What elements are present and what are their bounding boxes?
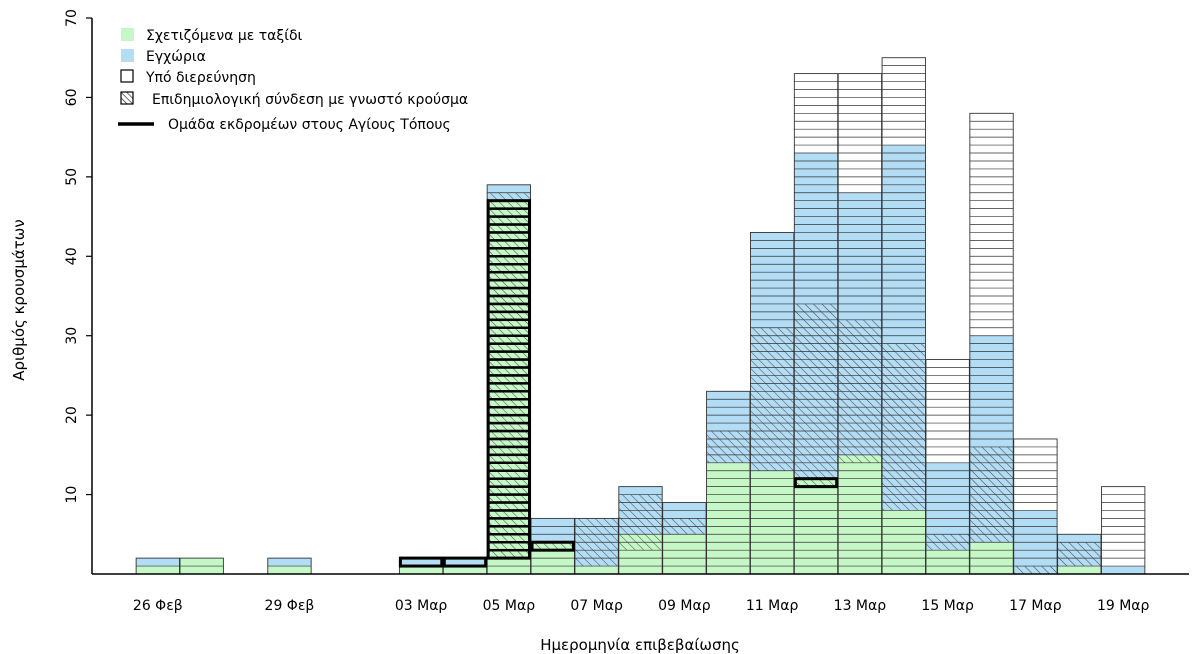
bar-segment-travel xyxy=(794,486,838,574)
bar-hatch-local-link xyxy=(1013,566,1058,574)
y-tick-label: 70 xyxy=(64,9,80,27)
bar-segment-travel xyxy=(1057,566,1101,574)
bar-segment-investigation xyxy=(838,73,882,193)
bar-segment-travel xyxy=(399,566,443,574)
x-axis-label: Ημερομηνία επιβεβαίωσης xyxy=(540,636,740,654)
bar-segment-local xyxy=(399,558,443,567)
y-tick-label: 40 xyxy=(64,247,80,265)
pilgrim-group-outline xyxy=(486,199,532,560)
bar-hatch-local-link xyxy=(618,494,663,535)
x-tick-label: 11 Μαρ xyxy=(746,598,799,614)
bar-segment-travel xyxy=(267,566,312,574)
bar-segment-travel xyxy=(136,566,180,574)
legend-swatch-epi-link xyxy=(120,91,134,105)
bar-segment-travel xyxy=(574,566,619,574)
bar-segment-local xyxy=(531,518,575,543)
bar-segment-local xyxy=(618,486,663,495)
bar-hatch-travel-link xyxy=(794,478,838,487)
y-tick-label: 20 xyxy=(64,406,80,424)
y-tick-label: 30 xyxy=(64,327,80,345)
y-tick-label: 60 xyxy=(64,89,80,107)
bar-segment-local xyxy=(136,558,180,567)
legend-label-travel: Σχετιζόμενα με ταξίδι xyxy=(146,28,303,44)
bars-layer xyxy=(135,57,1146,575)
bar-segment-travel xyxy=(925,550,970,574)
x-tick-label: 19 Μαρ xyxy=(1097,598,1150,614)
bar-segment-travel xyxy=(618,550,663,574)
bar-segment-local xyxy=(1101,566,1145,574)
legend-label-pilgrim-group: Ομάδα εκδρομέων στους Αγίους Τόπους xyxy=(168,117,451,133)
bar-segment-travel xyxy=(531,550,575,574)
x-ticks: 26 Φεβ 29 Φεβ 03 Μαρ 05 Μαρ 07 Μαρ 09 Μαρ 11 Μ… xyxy=(133,598,1150,614)
x-tick-label: 13 Μαρ xyxy=(834,598,887,614)
x-tick-label: 15 Μαρ xyxy=(921,598,974,614)
bar-hatch-local-link xyxy=(1057,542,1101,567)
bar-segment-local xyxy=(267,558,312,567)
bar-segment-local xyxy=(1013,510,1058,567)
bar-hatch-travel-link xyxy=(531,542,575,551)
bar-segment-travel xyxy=(662,534,707,574)
x-tick-label: 03 Μαρ xyxy=(395,598,448,614)
pilgrim-group-outline xyxy=(398,556,444,568)
y-tick-label: 10 xyxy=(64,486,80,504)
y-tick-label: 50 xyxy=(64,168,80,186)
legend-label-under-investigation: Υπό διερεύνηση xyxy=(145,70,256,86)
bar-segment-local xyxy=(1057,534,1101,543)
legend: Σχετιζόμενα με ταξίδι Εγχώρια Υπό διερεύ… xyxy=(118,28,468,133)
legend-swatch-travel xyxy=(121,28,134,41)
legend-label-local: Εγχώρια xyxy=(146,49,206,65)
bar-hatch-local-link xyxy=(487,192,531,201)
bar-hatch-local-link xyxy=(838,319,882,455)
bar-segment-local xyxy=(882,145,926,344)
pilgrim-group-outline xyxy=(530,540,575,552)
x-tick-label: 07 Μαρ xyxy=(570,598,623,614)
bar-hatch-travel-link xyxy=(838,454,882,463)
x-tick-label: 26 Φεβ xyxy=(133,598,183,614)
bar-segment-local xyxy=(925,462,970,535)
bar-segment-travel xyxy=(443,566,487,574)
pilgrim-group-outline xyxy=(793,477,839,489)
axes: 10 20 30 40 50 60 70 26 Φεβ 29 Φεβ 03 Μαρ 05 Μαρ 0… xyxy=(10,9,1189,654)
y-ticks: 10 20 30 40 50 60 70 xyxy=(64,9,92,503)
bar-hatch-travel-link xyxy=(487,200,531,559)
y-axis-label: Αριθμός κρουσμάτων xyxy=(10,219,28,380)
bar-segment-local xyxy=(487,184,531,193)
bar-hatch-local-link xyxy=(882,343,926,511)
legend-label-epi-link: Επιδημιολογική σύνδεση με γνωστό κρούσμα xyxy=(152,92,468,108)
x-tick-label: 29 Φεβ xyxy=(265,598,315,614)
bar-segment-investigation xyxy=(925,359,970,463)
bar-segment-local xyxy=(443,558,487,567)
bar-segment-travel xyxy=(750,470,794,574)
bar-segment-investigation xyxy=(882,57,926,146)
bar-segment-local xyxy=(794,153,838,304)
x-tick-label: 17 Μαρ xyxy=(1009,598,1062,614)
bar-segment-local xyxy=(706,391,750,432)
pilgrim-group-layer xyxy=(398,199,839,568)
pilgrim-group-outline xyxy=(442,556,488,568)
x-tick-label: 09 Μαρ xyxy=(658,598,711,614)
legend-swatch-local xyxy=(121,49,134,62)
legend-swatch-under-investigation xyxy=(120,69,134,83)
bar-segment-investigation xyxy=(1013,438,1058,511)
x-tick-label: 05 Μαρ xyxy=(483,598,536,614)
